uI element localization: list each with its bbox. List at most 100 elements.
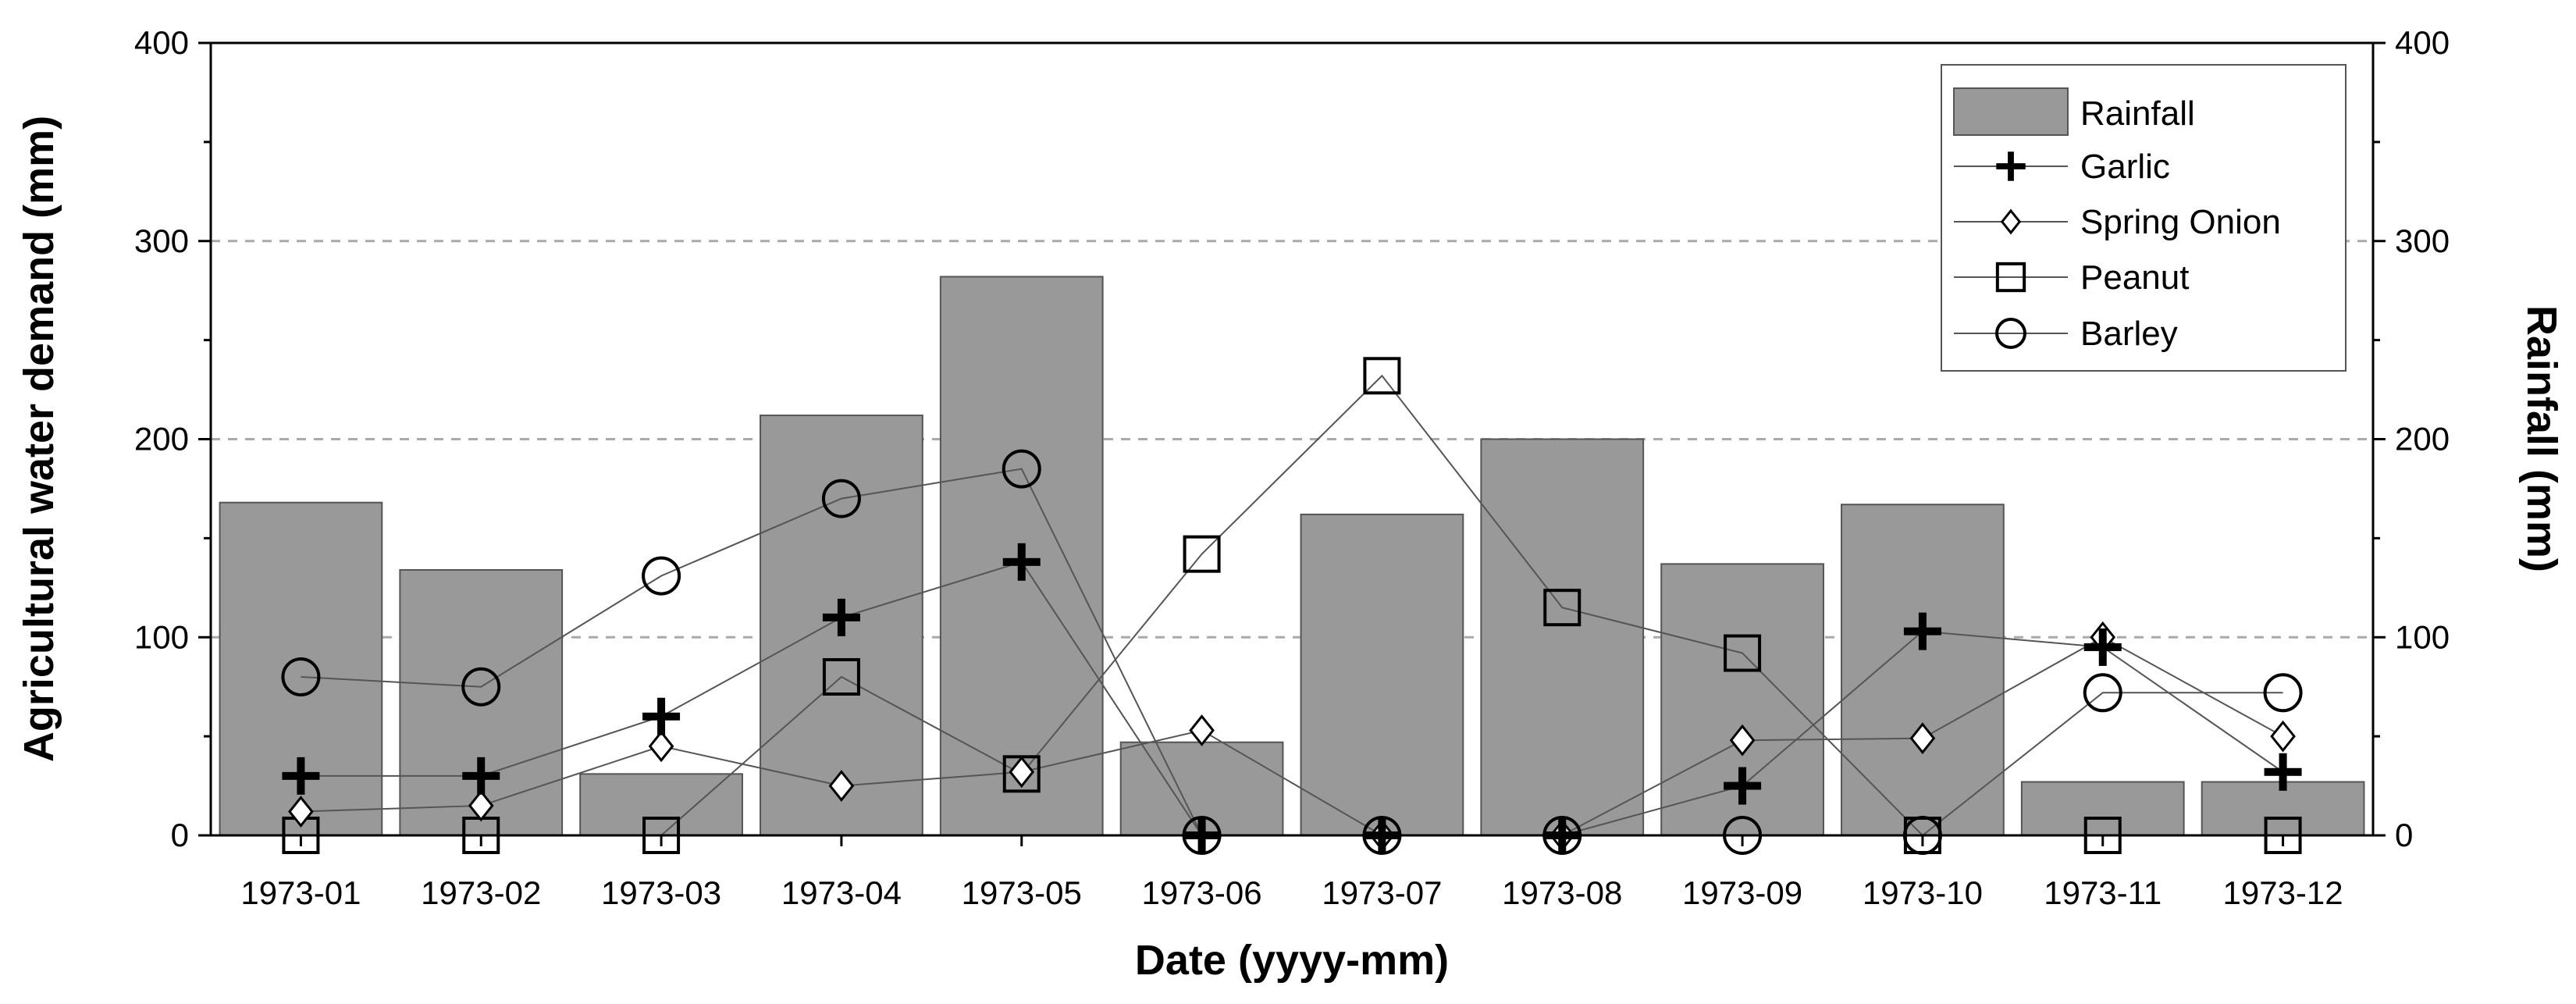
ytick-label-left-0: 0	[171, 817, 189, 853]
marker-spring-onion-1973-03-shape	[648, 730, 674, 763]
marker-spring-onion-1973-02-shape	[468, 789, 494, 822]
marker-spring-onion-1973-05	[1009, 756, 1035, 789]
marker-spring-onion-1973-04	[828, 770, 855, 802]
marker-garlic-1973-01-v	[297, 757, 305, 795]
legend-label-barley: Barley	[2080, 315, 2178, 353]
marker-peanut-1973-06	[1183, 535, 1221, 573]
xtick-label-1973-07: 1973-07	[1322, 874, 1442, 911]
y-axis-left-title: Agricultural water demand (mm)	[16, 116, 62, 762]
bar-rainfall-1973-08	[1480, 438, 1645, 836]
bar-rainfall-1973-10	[1841, 504, 2005, 836]
marker-peanut-1973-08-shape	[1543, 589, 1582, 627]
legend-marker-spring-onion-shape	[2000, 208, 2022, 235]
marker-barley-1973-12-shape	[2263, 673, 2303, 713]
marker-peanut-1973-09-shape	[1724, 634, 1762, 672]
legend-marker-garlic-v	[2008, 151, 2014, 181]
axes: 0 0 100 100 200 200 300 300 400 400 1973-01 1973-02…	[134, 24, 2450, 911]
marker-spring-onion-1973-01	[288, 796, 314, 828]
marker-spring-onion-1973-06	[1189, 714, 1215, 746]
marker-barley-1973-01	[281, 657, 321, 696]
marker-barley-1973-02-shape	[461, 667, 501, 707]
marker-spring-onion-1973-02	[468, 789, 494, 822]
rainfall-bars	[219, 276, 2365, 837]
marker-barley-1973-04	[821, 479, 861, 518]
marker-peanut-1973-04-shape	[822, 658, 860, 696]
marker-peanut-1973-04	[822, 658, 860, 696]
marker-barley-1973-04-shape	[821, 479, 861, 518]
ytick-label-right-100: 100	[2395, 618, 2450, 655]
marker-spring-onion-1973-12-shape	[2270, 720, 2296, 753]
marker-barley-1973-05-shape	[1002, 449, 1041, 489]
ytick-label-right-300: 300	[2395, 223, 2450, 259]
xtick-label-1973-08: 1973-08	[1502, 874, 1622, 911]
legend-marker-barley	[1995, 318, 2026, 349]
marker-barley-1973-12	[2263, 673, 2303, 713]
legend-marker-peanut	[1995, 262, 2026, 293]
marker-garlic-1973-04	[822, 598, 860, 636]
marker-garlic-1973-02-v	[477, 757, 486, 795]
marker-barley-1973-02	[461, 667, 501, 707]
xtick-label-1973-10: 1973-10	[1863, 874, 1983, 911]
marker-peanut-1973-08	[1543, 589, 1582, 627]
legend-swatch-rainfall	[1953, 87, 2069, 136]
legend-label-rainfall: Rainfall	[2080, 94, 2195, 133]
legend-marker-peanut-shape	[1995, 262, 2026, 293]
marker-garlic-1973-10-v	[1918, 612, 1927, 650]
marker-spring-onion-1973-09	[1729, 724, 1756, 757]
marker-garlic-1973-11-v	[2098, 628, 2107, 666]
marker-barley-1973-03	[642, 556, 681, 596]
marker-garlic-1973-03	[642, 697, 681, 735]
marker-spring-onion-1973-01-shape	[288, 796, 314, 828]
marker-garlic-1973-09-v	[1738, 767, 1747, 805]
bar-rainfall-1973-03	[579, 773, 743, 837]
marker-garlic-1973-12	[2264, 753, 2302, 791]
marker-garlic-1973-12-v	[2279, 753, 2287, 791]
marker-peanut-1973-07-shape	[1363, 357, 1401, 395]
bar-rainfall-1973-11	[2020, 781, 2185, 836]
marker-garlic-1973-03-v	[657, 697, 666, 735]
marker-garlic-1973-05	[1002, 543, 1041, 581]
marker-spring-onion-1973-06-shape	[1189, 714, 1215, 746]
legend-series-entries: Garlic Spring Onion Peanut Barley	[1954, 148, 2281, 353]
marker-spring-onion-1973-05-shape	[1009, 756, 1035, 789]
marker-garlic-1973-11	[2083, 628, 2122, 666]
legend: Rainfall Garlic Spring Onion Peanut Barley	[1941, 64, 2347, 372]
marker-peanut-1973-06-shape	[1183, 535, 1221, 573]
ytick-label-right-0: 0	[2395, 817, 2413, 853]
xtick-label-1973-03: 1973-03	[601, 874, 721, 911]
legend-label-peanut: Peanut	[2080, 258, 2189, 297]
legend-label-garlic: Garlic	[2080, 148, 2170, 186]
legend-marker-barley-shape	[1995, 318, 2026, 349]
ytick-label-left-100: 100	[134, 618, 189, 655]
marker-barley-1973-05	[1002, 449, 1041, 489]
y-axis-right-title: Rainfall (mm)	[2518, 305, 2565, 572]
ytick-label-right-400: 400	[2395, 24, 2450, 61]
xtick-label-1973-05: 1973-05	[962, 874, 1082, 911]
bar-rainfall-1973-07	[1300, 513, 1464, 836]
marker-barley-1973-11	[2083, 673, 2122, 713]
marker-peanut-1973-07	[1363, 357, 1401, 395]
marker-barley-1973-11-shape	[2083, 673, 2122, 713]
marker-spring-onion-1973-09-shape	[1729, 724, 1756, 757]
marker-garlic-1973-05-v	[1017, 543, 1026, 581]
line-spring-onion	[301, 636, 2284, 836]
ytick-label-right-200: 200	[2395, 421, 2450, 457]
legend-label-spring-onion: Spring Onion	[2080, 203, 2281, 241]
legend-marker-spring-onion	[2000, 208, 2022, 235]
xtick-label-1973-01: 1973-01	[240, 874, 361, 911]
marker-garlic-1973-09	[1724, 767, 1762, 805]
xtick-label-1973-12: 1973-12	[2223, 874, 2343, 911]
xtick-label-1973-06: 1973-06	[1142, 874, 1262, 911]
ytick-label-left-200: 200	[134, 421, 189, 457]
marker-garlic-1973-10	[1903, 612, 1941, 650]
x-axis-title: Date (yyyy-mm)	[1135, 937, 1449, 984]
xtick-label-1973-11: 1973-11	[2044, 874, 2161, 911]
marker-garlic-1973-02	[462, 757, 500, 795]
xtick-label-1973-02: 1973-02	[421, 874, 541, 911]
ytick-label-left-400: 400	[134, 24, 189, 61]
marker-peanut-1973-09	[1724, 634, 1762, 672]
xtick-label-1973-09: 1973-09	[1682, 874, 1802, 911]
ytick-label-left-300: 300	[134, 223, 189, 259]
marker-spring-onion-1973-03	[648, 730, 674, 763]
